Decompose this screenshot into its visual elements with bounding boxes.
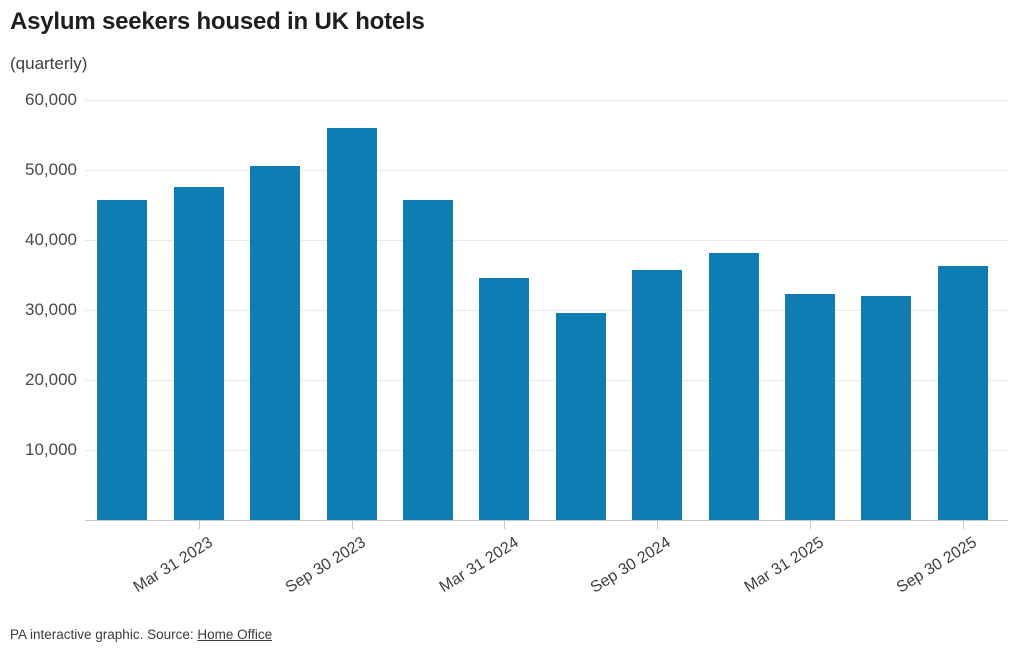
bar-jun-30-2025[interactable]	[861, 295, 912, 520]
gridline-50000	[85, 170, 1008, 171]
x-axis-tick-sep-30-2025	[962, 521, 964, 529]
x-axis-label-mar-31-2025: Mar 31 2025	[741, 534, 828, 597]
bar-jun-30-2023[interactable]	[250, 166, 301, 520]
x-axis-label-mar-31-2024: Mar 31 2024	[436, 534, 522, 597]
bar-dec-31-2023[interactable]	[403, 199, 453, 520]
x-axis-tick-sep-30-2023	[351, 521, 353, 529]
bar-mar-31-2023[interactable]	[173, 187, 224, 520]
bar-jun-30-2024[interactable]	[555, 312, 606, 520]
x-axis-tick-sep-30-2024	[657, 521, 659, 529]
gridline-30000	[85, 310, 1008, 311]
chart-title: Asylum seekers housed in UK hotels	[10, 8, 425, 35]
gridline-40000	[85, 240, 1008, 241]
y-axis-label-30000: 30,000	[25, 300, 77, 319]
bar-sep-30-2024[interactable]	[632, 270, 683, 520]
bar-mar-31-2025[interactable]	[785, 293, 835, 520]
bar-dec-31-2022[interactable]	[97, 199, 148, 520]
gridline-20000	[85, 380, 1008, 381]
gridline-10000	[85, 450, 1008, 451]
bar-mar-31-2024[interactable]	[479, 278, 530, 520]
source-note: PA interactive graphic. Source: Home Off…	[10, 627, 272, 642]
x-axis-line	[85, 520, 1008, 521]
x-axis-tick-mar-31-2024	[504, 521, 506, 529]
y-axis-label-10000: 10,000	[25, 440, 77, 459]
bar-sep-30-2023[interactable]	[326, 127, 377, 520]
x-axis-label-sep-30-2023: Sep 30 2023	[282, 534, 369, 597]
source-link[interactable]: Home Office	[197, 627, 273, 642]
bar-sep-30-2025[interactable]	[937, 266, 988, 520]
y-axis-label-50000: 50,000	[25, 160, 77, 179]
x-axis-label-mar-31-2023: Mar 31 2023	[130, 534, 216, 597]
bar-dec-31-2024[interactable]	[708, 253, 759, 520]
x-axis-label-sep-30-2024: Sep 30 2024	[588, 534, 675, 597]
y-axis-label-40000: 40,000	[25, 230, 77, 249]
x-axis-label-sep-30-2025: Sep 30 2025	[893, 534, 980, 597]
gridline-60000	[85, 100, 1008, 101]
x-axis-tick-mar-31-2025	[810, 521, 811, 529]
x-axis-tick-mar-31-2023	[198, 521, 200, 529]
y-axis-label-20000: 20,000	[25, 370, 77, 389]
chart-subtitle: (quarterly)	[10, 54, 88, 73]
y-axis-label-60000: 60,000	[25, 90, 77, 109]
source-note-text: PA interactive graphic. Source:	[10, 627, 198, 642]
